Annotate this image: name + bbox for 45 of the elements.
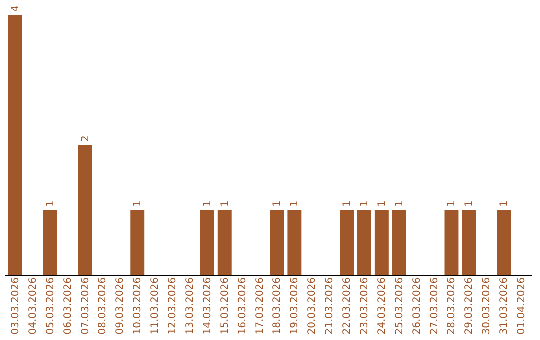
x-tick-label: 24.03.2026	[376, 278, 388, 335]
x-tick-label: 19.03.2026	[290, 278, 301, 335]
x-tick-label: 01.04.2026	[516, 278, 528, 335]
data-label: 1	[499, 200, 510, 207]
x-tick-label: 11.03.2026	[150, 278, 162, 335]
x-tick-label: 15.03.2026	[220, 278, 231, 335]
x-tick-label: 12.03.2026	[168, 278, 179, 335]
data-label: 1	[342, 200, 354, 207]
data-label: 1	[290, 200, 301, 207]
x-tick-label: 18.03.2026	[272, 278, 284, 335]
data-label: 1	[272, 200, 284, 207]
data-label: 1	[220, 200, 231, 207]
x-tick-label: 09.03.2026	[115, 278, 126, 335]
x-tick-label: 08.03.2026	[98, 278, 109, 335]
x-tick-label: 07.03.2026	[80, 278, 92, 335]
x-tick-label: 06.03.2026	[62, 278, 74, 335]
x-tick-label: 03.03.2026	[10, 278, 22, 335]
x-tick-label: 23.03.2026	[359, 278, 370, 335]
data-label: 2	[80, 136, 92, 142]
data-label: 1	[446, 200, 458, 207]
data-label: 1	[45, 200, 56, 207]
data-label: 4	[10, 6, 22, 12]
x-tick-label: 31.03.2026	[499, 278, 510, 335]
x-tick-label: 17.03.2026	[254, 278, 266, 335]
x-tick-label: 10.03.2026	[132, 278, 144, 335]
x-tick-label: 16.03.2026	[237, 278, 248, 335]
x-tick-label: 05.03.2026	[45, 278, 56, 335]
data-label: 1	[202, 200, 214, 207]
x-tick-label: 29.03.2026	[464, 278, 476, 335]
x-tick-label: 20.03.2026	[307, 278, 318, 335]
data-label: 1	[376, 200, 388, 207]
data-label: 1	[394, 200, 406, 207]
data-label: 1	[132, 200, 144, 207]
x-tick-label: 22.03.2026	[342, 278, 354, 335]
data-label: 1	[464, 200, 476, 207]
x-tick-label: 27.03.2026	[429, 278, 440, 335]
x-tick-label: 13.03.2026	[184, 278, 196, 335]
x-tick-label: 28.03.2026	[446, 278, 458, 335]
x-tick-label: 26.03.2026	[412, 278, 423, 335]
x-tick-label: 25.03.2026	[394, 278, 406, 335]
x-tick-label: 04.03.2026	[28, 278, 39, 335]
x-tick-label: 14.03.2026	[202, 278, 214, 335]
x-tick-label: 21.03.2026	[324, 278, 336, 335]
x-tick-label: 30.03.2026	[482, 278, 493, 335]
data-label: 1	[359, 200, 370, 207]
